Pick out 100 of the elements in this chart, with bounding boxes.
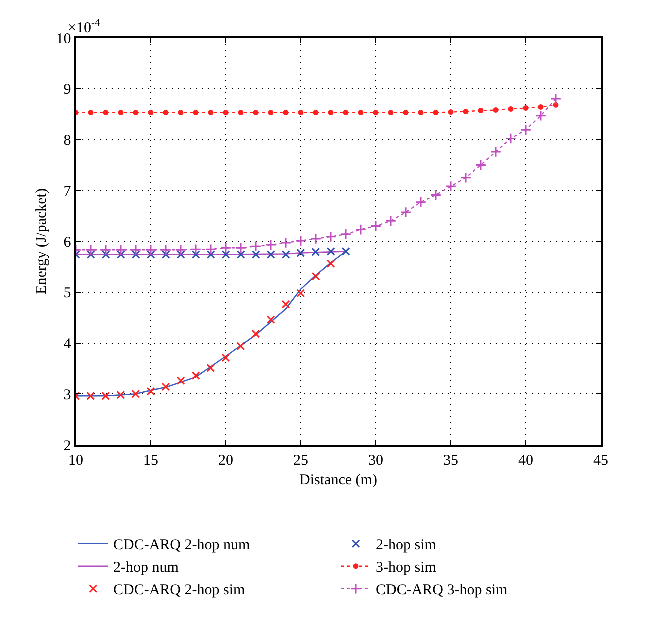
point [252,330,260,338]
point [115,244,127,256]
y-tick-label: 3 [64,387,72,404]
point [283,110,289,116]
point [252,250,260,259]
y-tick-label: 7 [64,184,72,200]
point [193,110,199,116]
point [208,110,214,116]
point [326,260,336,268]
legend-label: 3-hop sim [376,560,437,576]
point [508,106,514,112]
point [298,110,304,116]
point [133,110,139,116]
point [433,110,439,116]
point [175,244,187,256]
x-tick-label: 30 [368,452,384,469]
point [282,300,290,309]
point [132,390,140,398]
point [236,250,246,259]
point [313,110,319,116]
point [162,382,170,392]
point [160,244,172,256]
point [373,110,379,116]
point [116,390,126,400]
point [86,250,96,259]
point [220,242,232,254]
point [268,110,274,116]
legend-label: CDC-ARQ 2-hop sim [114,582,246,599]
x-axis-title: Distance (m) [300,472,378,488]
point [148,110,154,116]
point [550,93,562,105]
y-tick-label: 10 [56,31,72,48]
point [103,110,109,116]
point [296,248,306,258]
point [100,244,112,256]
point [266,316,276,324]
point [430,190,442,201]
point [535,110,547,122]
point [190,244,202,256]
point [86,392,96,400]
point [102,392,110,400]
legend-label: CDC-ARQ 2-hop num [114,538,250,554]
point [415,196,427,208]
x-tick-label: 20 [218,452,234,469]
point [130,244,142,256]
legend-label: 2-hop num [114,560,180,576]
point [538,104,544,110]
point [343,110,349,116]
point [132,250,140,259]
point [355,224,367,236]
x-tick-label: 45 [594,452,608,469]
point [206,250,216,259]
y-tick-label: 6 [64,234,72,251]
point [342,247,350,256]
point [163,110,169,116]
point [205,244,217,256]
point [118,110,124,116]
legend-label: 2-hop sim [376,538,437,554]
point [403,110,409,116]
x-tick-label: 40 [518,452,534,469]
point [265,239,277,251]
y-tick-label: 5 [64,286,72,302]
point [250,240,262,252]
point [162,250,170,259]
point [88,110,94,116]
point [358,110,364,116]
point [178,110,184,116]
point [460,172,472,184]
point [266,250,276,259]
point [328,110,334,116]
point [116,250,126,259]
point [222,354,230,362]
point [280,237,292,249]
point [206,364,216,372]
point [102,250,110,259]
point [253,110,259,116]
point [176,376,186,386]
point [312,248,320,256]
point [370,220,382,232]
y-tick-label: 4 [64,336,72,352]
y-axis-title: Energy (J/packet) [34,188,50,294]
point [145,244,157,256]
point [448,110,454,116]
point [192,372,200,380]
point [505,133,517,144]
point [325,231,337,243]
line-series [76,251,347,397]
point [418,110,424,116]
point [235,242,247,254]
point [222,250,230,259]
point [223,110,229,116]
point [326,247,336,256]
point [445,180,457,192]
point [295,235,307,247]
point [400,206,412,218]
y-tick-label: 2 [64,438,72,454]
point [475,160,487,171]
x-tick-label: 15 [144,452,158,469]
point [385,216,397,227]
point [310,233,322,245]
